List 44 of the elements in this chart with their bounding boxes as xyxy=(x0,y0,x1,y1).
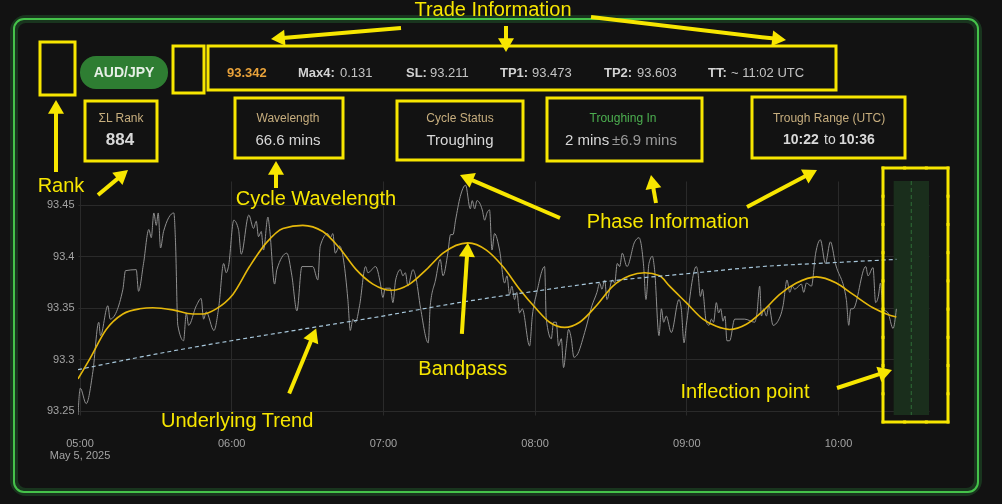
y-tick-label: 93.4 xyxy=(53,249,75,262)
y-tick-label: 93.25 xyxy=(46,404,75,417)
text: 93.473 xyxy=(532,65,572,80)
text: ~ 11:02 UTC xyxy=(731,65,805,80)
text: 66.6 mins xyxy=(255,131,321,148)
text: to xyxy=(824,131,836,147)
text: TP1: xyxy=(500,65,529,80)
x-tick-label: 05:00 xyxy=(66,436,94,449)
x-tick-label: 06:00 xyxy=(217,436,246,449)
text: 10:36 xyxy=(839,131,876,147)
text: ΣL Rank xyxy=(98,111,145,125)
text: AUD/JPY xyxy=(93,64,155,80)
y-tick-label: 93.35 xyxy=(46,301,75,314)
text: 0.131 xyxy=(340,65,373,80)
annotation: Underlying Trend xyxy=(161,409,314,432)
text: 93.211 xyxy=(430,65,469,80)
y-tick-label: 93.45 xyxy=(46,198,75,211)
annotation: Phase Information xyxy=(586,210,750,232)
x-tick-label: 07:00 xyxy=(369,436,398,449)
annotation: Cycle Wavelength xyxy=(235,187,397,209)
text: 10:22 xyxy=(783,131,820,147)
x-tick-label: 09:00 xyxy=(673,436,701,449)
text: ±6.9 mins xyxy=(612,131,677,148)
text: Max4: xyxy=(298,65,335,80)
x-tick-label: 08:00 xyxy=(521,436,549,449)
annotation: Bandpass xyxy=(418,356,508,379)
text: Trade Information xyxy=(414,0,572,20)
text: Cycle Status xyxy=(426,111,494,125)
text: SL: xyxy=(406,65,427,80)
x-tick-label: 10:00 xyxy=(824,436,853,449)
annotation: Inflection point xyxy=(680,380,810,402)
text: 2 mins xyxy=(565,131,610,148)
y-tick-label: 93.3 xyxy=(53,352,75,365)
annotation: Rank xyxy=(37,174,86,196)
text: Troughing xyxy=(426,131,494,148)
text: Wavelength xyxy=(256,111,320,125)
text: 93.342 xyxy=(227,65,267,80)
text: 884 xyxy=(105,130,135,149)
text: TT: xyxy=(708,65,727,80)
text: Troughing In xyxy=(589,111,657,125)
text: 93.603 xyxy=(637,65,677,80)
text: TP2: xyxy=(604,65,633,80)
text: May 5, 2025 xyxy=(49,449,111,461)
text: Trough Range (UTC) xyxy=(772,111,886,125)
